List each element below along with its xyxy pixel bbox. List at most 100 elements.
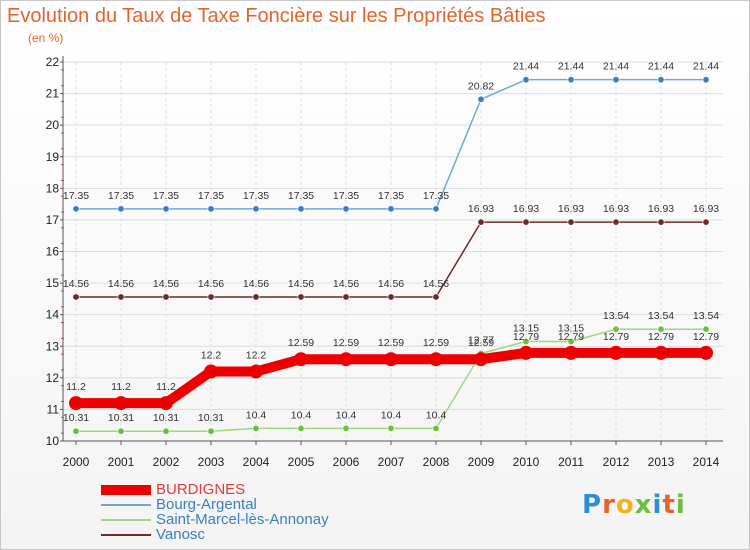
data-label-saint-marcel-les-annonay-2013: 13.54 xyxy=(648,310,674,322)
data-label-vanosc-2004: 14.56 xyxy=(243,278,269,290)
data-point-burdignes-2014 xyxy=(699,345,713,360)
y-tick-label-13: 13 xyxy=(46,339,60,353)
data-label-bourg-argental-2002: 17.35 xyxy=(153,190,179,202)
data-point-bourg-argental-2011 xyxy=(567,76,575,84)
data-point-bourg-argental-2007 xyxy=(387,205,395,213)
data-point-vanosc-2002 xyxy=(162,293,170,301)
data-point-saint-marcel-les-annonay-2003 xyxy=(207,427,215,435)
x-tick-label-2005: 2005 xyxy=(288,455,315,469)
data-point-bourg-argental-2013 xyxy=(657,76,665,84)
data-label-saint-marcel-les-annonay-2011: 13.15 xyxy=(558,323,584,335)
data-label-saint-marcel-les-annonay-2012: 13.54 xyxy=(603,310,629,322)
data-label-vanosc-2009: 16.93 xyxy=(468,203,494,215)
data-point-vanosc-2005 xyxy=(297,293,305,301)
x-tick-label-2000: 2000 xyxy=(63,455,90,469)
data-label-burdignes-2011: 12.79 xyxy=(558,331,584,343)
data-label-saint-marcel-les-annonay-2010: 13.15 xyxy=(513,323,539,335)
data-point-bourg-argental-2012 xyxy=(612,76,620,84)
data-point-vanosc-2008 xyxy=(432,293,440,301)
data-label-vanosc-2002: 14.56 xyxy=(153,278,179,290)
x-tick-label-2002: 2002 xyxy=(153,455,180,469)
data-point-burdignes-2005 xyxy=(294,352,308,367)
data-point-bourg-argental-2001 xyxy=(117,205,125,213)
y-tick-label-16: 16 xyxy=(46,245,60,259)
y-tick-label-12: 12 xyxy=(46,371,60,385)
legend-label-bourg-argental: Bourg-Argental xyxy=(156,496,257,513)
proxiti-logo: Proxiti xyxy=(582,490,686,520)
data-label-vanosc-2008: 14.56 xyxy=(423,278,449,290)
data-label-burdignes-2003: 12.2 xyxy=(201,350,222,362)
data-label-saint-marcel-les-annonay-2001: 10.31 xyxy=(108,412,134,424)
data-label-vanosc-2011: 16.93 xyxy=(558,203,584,215)
data-label-vanosc-2005: 14.56 xyxy=(288,278,314,290)
data-label-vanosc-2014: 16.93 xyxy=(693,203,719,215)
x-tick-label-2003: 2003 xyxy=(198,455,225,469)
legend-swatch-saint-marcel xyxy=(101,519,151,521)
data-label-burdignes-2004: 12.2 xyxy=(246,350,267,362)
data-point-bourg-argental-2004 xyxy=(252,205,260,213)
data-point-saint-marcel-les-annonay-2010 xyxy=(522,338,530,346)
data-point-burdignes-2004 xyxy=(249,364,263,379)
data-point-burdignes-2006 xyxy=(339,352,353,367)
data-point-burdignes-2011 xyxy=(564,345,578,360)
y-tick-label-19: 19 xyxy=(46,150,60,164)
data-point-saint-marcel-les-annonay-2014 xyxy=(702,325,710,333)
data-label-burdignes-2002: 11.2 xyxy=(156,381,176,393)
data-point-burdignes-2001 xyxy=(114,396,128,411)
data-label-burdignes-2006: 12.59 xyxy=(333,337,359,349)
data-label-saint-marcel-les-annonay-2002: 10.31 xyxy=(153,412,179,424)
data-point-burdignes-2012 xyxy=(609,345,623,360)
data-point-saint-marcel-les-annonay-2002 xyxy=(162,427,170,435)
data-label-bourg-argental-2005: 17.35 xyxy=(288,190,314,202)
data-label-burdignes-2008: 12.59 xyxy=(423,337,449,349)
x-tick-label-2008: 2008 xyxy=(423,455,450,469)
x-tick-label-2010: 2010 xyxy=(513,455,540,469)
y-tick-label-15: 15 xyxy=(46,276,60,290)
data-point-vanosc-2006 xyxy=(342,293,350,301)
data-label-saint-marcel-les-annonay-2003: 10.31 xyxy=(198,412,224,424)
data-label-bourg-argental-2012: 21.44 xyxy=(603,61,629,73)
y-tick-label-20: 20 xyxy=(46,118,60,132)
chart-title: Evolution du Taux de Taxe Foncière sur l… xyxy=(7,5,546,27)
legend-label-saint-marcel: Saint-Marcel-lès-Annonay xyxy=(156,511,329,528)
data-point-bourg-argental-2006 xyxy=(342,205,350,213)
data-label-saint-marcel-les-annonay-2006: 10.4 xyxy=(336,409,357,421)
data-point-burdignes-2010 xyxy=(519,345,533,360)
data-label-bourg-argental-2010: 21.44 xyxy=(513,61,539,73)
data-point-saint-marcel-les-annonay-2001 xyxy=(117,427,125,435)
data-label-burdignes-2007: 12.59 xyxy=(378,337,404,349)
data-point-saint-marcel-les-annonay-2012 xyxy=(612,325,620,333)
data-point-saint-marcel-les-annonay-2007 xyxy=(387,424,395,432)
data-point-bourg-argental-2009 xyxy=(477,95,485,103)
data-label-bourg-argental-2014: 21.44 xyxy=(693,61,719,73)
x-tick-label-2011: 2011 xyxy=(558,455,584,469)
x-tick-label-2014: 2014 xyxy=(693,455,720,469)
data-point-bourg-argental-2005 xyxy=(297,205,305,213)
x-tick-label-2013: 2013 xyxy=(648,455,675,469)
chart-subtitle: (en %) xyxy=(28,31,64,45)
y-tick-label-21: 21 xyxy=(46,87,60,101)
data-label-bourg-argental-2009: 20.82 xyxy=(468,80,494,92)
data-point-vanosc-2014 xyxy=(702,218,710,226)
y-tick-label-17: 17 xyxy=(46,213,60,227)
data-label-bourg-argental-2007: 17.35 xyxy=(378,190,404,202)
data-point-bourg-argental-2000 xyxy=(72,205,80,213)
data-point-vanosc-2009 xyxy=(477,218,485,226)
data-point-saint-marcel-les-annonay-2006 xyxy=(342,424,350,432)
data-point-vanosc-2003 xyxy=(207,293,215,301)
y-tick-label-18: 18 xyxy=(46,181,60,195)
data-label-vanosc-2003: 14.56 xyxy=(198,278,224,290)
data-point-saint-marcel-les-annonay-2011 xyxy=(567,338,575,346)
data-label-vanosc-2012: 16.93 xyxy=(603,203,629,215)
data-point-saint-marcel-les-annonay-2005 xyxy=(297,424,305,432)
data-label-bourg-argental-2008: 17.35 xyxy=(423,190,449,202)
data-point-burdignes-2002 xyxy=(159,396,173,411)
data-point-vanosc-2007 xyxy=(387,293,395,301)
data-label-vanosc-2013: 16.93 xyxy=(648,203,674,215)
data-point-saint-marcel-les-annonay-2008 xyxy=(432,424,440,432)
data-point-bourg-argental-2014 xyxy=(702,76,710,84)
legend-label-burdignes: BURDIGNES xyxy=(156,481,246,498)
data-point-vanosc-2012 xyxy=(612,218,620,226)
data-label-burdignes-2010: 12.79 xyxy=(513,331,539,343)
